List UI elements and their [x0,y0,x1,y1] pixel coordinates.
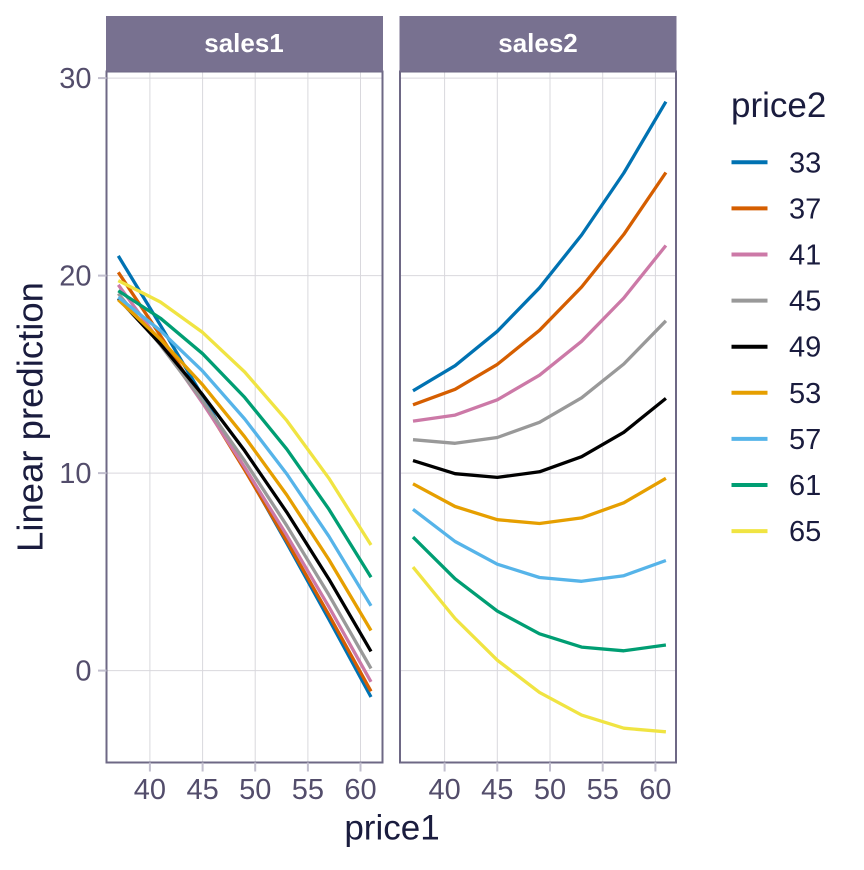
svg-text:60: 60 [639,774,671,806]
svg-text:40: 40 [134,774,166,806]
svg-text:57: 57 [789,424,821,456]
svg-text:60: 60 [344,774,376,806]
svg-text:41: 41 [789,240,821,272]
svg-text:65: 65 [789,516,821,548]
svg-text:30: 30 [59,63,91,95]
svg-text:61: 61 [789,470,821,502]
svg-text:0: 0 [75,656,91,688]
svg-text:price1: price1 [344,809,439,848]
svg-text:45: 45 [186,774,218,806]
svg-text:sales2: sales2 [498,28,578,58]
svg-text:10: 10 [59,458,91,490]
svg-text:37: 37 [789,193,821,225]
svg-text:20: 20 [59,261,91,293]
svg-text:55: 55 [587,774,619,806]
svg-text:sales1: sales1 [204,28,284,58]
svg-text:49: 49 [789,332,821,364]
svg-text:53: 53 [789,378,821,410]
svg-text:Linear prediction: Linear prediction [10,282,51,552]
svg-text:33: 33 [789,147,821,179]
svg-text:45: 45 [481,774,513,806]
svg-text:price2: price2 [731,86,826,125]
svg-text:45: 45 [789,286,821,318]
svg-text:50: 50 [534,774,566,806]
svg-text:55: 55 [292,774,324,806]
svg-text:50: 50 [239,774,271,806]
svg-text:40: 40 [428,774,460,806]
